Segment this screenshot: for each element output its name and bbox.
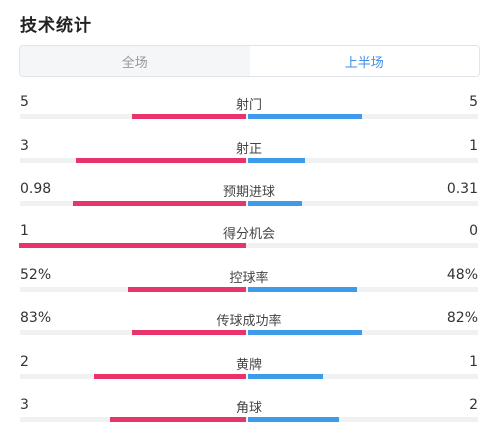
home-value: 3 bbox=[20, 397, 29, 413]
away-bar bbox=[248, 330, 362, 335]
stat-row-shots: 5 射门 5 bbox=[20, 94, 478, 138]
tab-first-half[interactable]: 上半场 bbox=[249, 46, 479, 76]
away-bar bbox=[248, 114, 362, 119]
tab-full-match[interactable]: 全场 bbox=[20, 46, 250, 76]
away-bar bbox=[248, 201, 302, 206]
stat-label: 射门 bbox=[235, 98, 262, 113]
stat-label: 得分机会 bbox=[222, 227, 275, 242]
away-value: 2 bbox=[469, 397, 478, 413]
home-bar bbox=[128, 287, 246, 292]
period-tabs: 全场 上半场 bbox=[19, 45, 480, 77]
home-bar bbox=[132, 114, 246, 119]
page-title: 技术统计 bbox=[20, 16, 92, 36]
stat-track bbox=[20, 243, 478, 248]
home-value: 52% bbox=[20, 267, 52, 283]
home-value: 1 bbox=[20, 223, 29, 239]
stat-label: 预期进球 bbox=[222, 185, 275, 200]
away-bar bbox=[248, 158, 305, 163]
stat-label: 控球率 bbox=[229, 271, 269, 286]
away-value: 0.31 bbox=[446, 181, 478, 197]
home-value: 83% bbox=[20, 310, 52, 326]
stat-row-yellow-cards: 2 黄牌 1 bbox=[20, 354, 478, 398]
stat-label: 角球 bbox=[235, 401, 262, 416]
away-value: 48% bbox=[446, 267, 478, 283]
home-bar bbox=[19, 243, 246, 248]
home-value: 2 bbox=[20, 354, 29, 370]
stat-row-possession: 52% 控球率 48% bbox=[20, 267, 478, 311]
home-bar bbox=[132, 330, 246, 335]
stat-label: 传球成功率 bbox=[216, 314, 282, 329]
home-value: 0.98 bbox=[20, 181, 52, 197]
stat-row-corners: 3 角球 2 bbox=[20, 397, 478, 441]
stat-label: 黄牌 bbox=[235, 358, 262, 373]
stat-label: 射正 bbox=[235, 142, 262, 157]
away-value: 82% bbox=[446, 310, 478, 326]
home-bar bbox=[76, 158, 246, 163]
stat-row-xg: 0.98 预期进球 0.31 bbox=[20, 181, 478, 225]
stat-row-shots-on-target: 3 射正 1 bbox=[20, 138, 478, 182]
away-value: 5 bbox=[469, 94, 478, 110]
away-bar bbox=[248, 287, 357, 292]
stat-row-big-chances: 1 得分机会 0 bbox=[19, 223, 478, 267]
home-bar bbox=[94, 374, 246, 379]
away-value: 1 bbox=[469, 354, 478, 370]
home-value: 3 bbox=[20, 138, 29, 154]
home-value: 5 bbox=[20, 94, 29, 110]
home-bar bbox=[73, 201, 246, 206]
away-bar bbox=[248, 374, 323, 379]
away-value: 0 bbox=[469, 223, 478, 239]
stat-row-pass-accuracy: 83% 传球成功率 82% bbox=[20, 310, 478, 354]
away-bar bbox=[248, 417, 339, 422]
home-bar bbox=[110, 417, 246, 422]
away-value: 1 bbox=[469, 138, 478, 154]
